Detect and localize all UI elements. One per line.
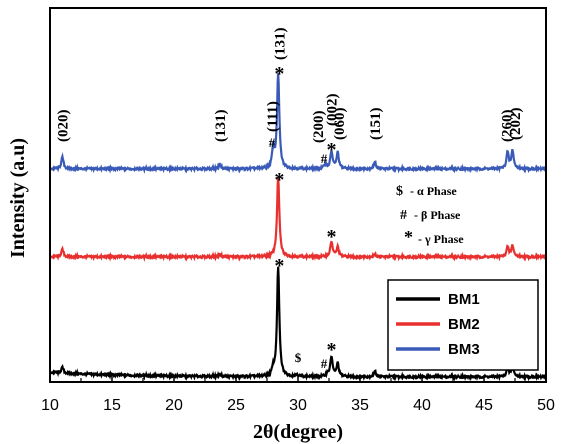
peak-label: (111) <box>265 101 281 132</box>
peak-label: (020) <box>55 110 71 143</box>
phase-marker: * <box>274 63 284 85</box>
peak-label: (151) <box>368 108 384 141</box>
legend-label-bm1: BM1 <box>448 291 480 308</box>
phase-legend-text: - α Phase <box>410 184 457 198</box>
series-line-bm2 <box>49 177 547 262</box>
phase-legend-symbol: * <box>404 227 413 247</box>
phase-marker: * <box>326 226 336 248</box>
annotation-layer: (020) (131) (111) (131) (200)(002)(060) (151)… <box>55 28 524 372</box>
peak-label: (200) <box>311 111 327 144</box>
phase-marker: # <box>321 151 328 166</box>
x-axis-title: 2θ(degree) <box>253 421 343 443</box>
x-tick-label: 15 <box>103 397 121 414</box>
x-tick-label: 45 <box>475 397 493 414</box>
phase-marker: $ <box>295 350 302 365</box>
series-line-bm3 <box>49 73 547 174</box>
x-tick-label: 40 <box>413 397 431 414</box>
phase-marker: # <box>269 135 276 150</box>
phase-marker: # <box>321 356 328 371</box>
x-tick-label: 35 <box>351 397 369 414</box>
series-legend: BM1 BM2 BM3 <box>387 279 539 371</box>
peak-label: (131) <box>213 110 229 143</box>
phase-marker: * <box>274 255 284 277</box>
phase-legend-symbol: $ <box>396 184 403 199</box>
y-axis-title: Intensity (a.u) <box>7 138 29 258</box>
peak-label: (002) <box>325 94 341 127</box>
ticks-layer: 10 15 20 25 30 35 40 45 50 <box>41 375 555 414</box>
x-tick-label: 10 <box>41 397 59 414</box>
peak-label: (060) <box>332 108 348 141</box>
phase-marker: * <box>274 169 284 191</box>
x-tick-label: 30 <box>289 397 307 414</box>
phase-legend-text: - β Phase <box>414 208 461 222</box>
legend-label-bm2: BM2 <box>448 316 480 333</box>
phase-legend-text: - γ Phase <box>418 232 464 246</box>
x-tick-label: 50 <box>537 397 555 414</box>
phase-legend-symbol: # <box>400 208 407 223</box>
phase-marker: * <box>326 339 336 361</box>
x-tick-label: 20 <box>165 397 183 414</box>
phase-legend: $ - α Phase# - β Phase* - γ Phase <box>396 184 464 247</box>
peak-label: (202) <box>508 108 524 141</box>
x-tick-label: 25 <box>227 397 245 414</box>
legend-label-bm3: BM3 <box>448 341 480 358</box>
peak-label: (260) <box>499 110 515 143</box>
peak-label: (131) <box>272 28 288 61</box>
phase-marker: * <box>326 139 336 161</box>
